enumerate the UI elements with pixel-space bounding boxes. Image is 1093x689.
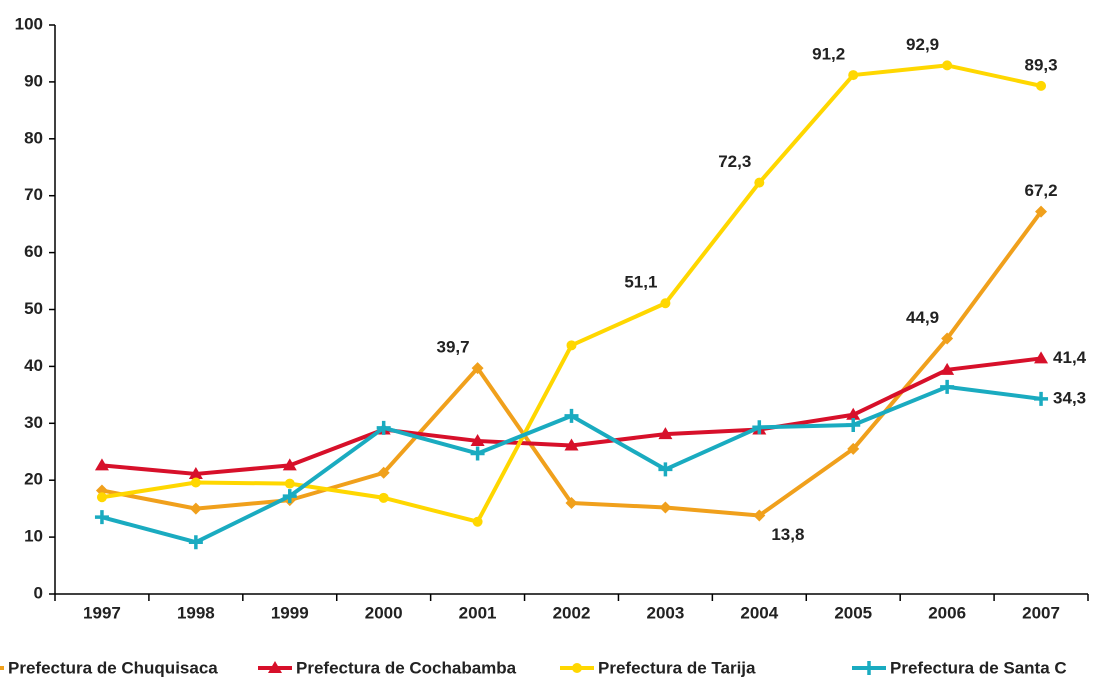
x-tick-label: 2006	[928, 603, 966, 622]
data-label: 91,2	[812, 45, 845, 64]
point	[847, 442, 860, 455]
point	[188, 535, 203, 550]
point	[378, 492, 389, 503]
point	[754, 177, 765, 188]
point	[846, 418, 861, 433]
point	[846, 407, 861, 420]
legend-label: Prefectura de Chuquisaca	[8, 658, 218, 677]
point	[377, 466, 390, 479]
legend-item: Prefectura de Chuquisaca	[0, 658, 218, 677]
legend-item: Prefectura de Santa C	[852, 658, 1067, 677]
x-tick-label: 1997	[83, 603, 121, 622]
point	[472, 516, 483, 527]
x-tick-label: 2003	[646, 603, 684, 622]
point	[753, 509, 766, 522]
point	[566, 340, 577, 351]
point	[282, 458, 297, 471]
y-tick-label: 60	[24, 242, 43, 261]
point	[471, 362, 484, 375]
y-tick-label: 100	[15, 14, 43, 33]
legend-item: Prefectura de Tarija	[560, 658, 756, 677]
legend-label: Prefectura de Santa C	[890, 658, 1067, 677]
y-tick-label: 50	[24, 299, 43, 318]
point	[1035, 205, 1048, 218]
data-label: 51,1	[624, 273, 657, 292]
y-tick-label: 0	[34, 583, 43, 602]
point	[658, 427, 673, 440]
point	[940, 362, 955, 375]
data-label: 39,7	[436, 338, 469, 357]
point	[470, 446, 485, 461]
legend-label: Prefectura de Cochabamba	[296, 658, 517, 677]
point	[941, 332, 954, 345]
point	[564, 408, 579, 423]
y-tick-label: 40	[24, 356, 43, 375]
point	[564, 438, 579, 451]
x-tick-label: 2007	[1022, 603, 1060, 622]
x-tick-label: 1998	[177, 603, 215, 622]
legend-marker	[572, 663, 582, 673]
point	[188, 466, 203, 479]
y-tick-label: 90	[24, 71, 43, 90]
point	[940, 379, 955, 394]
point	[659, 501, 672, 514]
legend-item: Prefectura de Cochabamba	[258, 658, 517, 677]
point	[658, 462, 673, 477]
x-tick-label: 2004	[740, 603, 778, 622]
data-label: 41,4	[1053, 348, 1087, 367]
legend-marker	[862, 661, 876, 675]
point	[284, 478, 295, 489]
data-label: 44,9	[906, 308, 939, 327]
point	[190, 477, 201, 488]
point	[470, 433, 485, 446]
y-tick-label: 10	[24, 527, 43, 546]
data-label: 13,8	[771, 525, 804, 544]
point	[189, 502, 202, 515]
series-line	[101, 63, 1042, 524]
data-label: 34,3	[1053, 388, 1086, 407]
x-tick-label: 1999	[271, 603, 309, 622]
data-label: 92,9	[906, 35, 939, 54]
point	[1034, 351, 1049, 364]
x-tick-label: 2000	[365, 603, 403, 622]
point	[282, 489, 297, 504]
point	[942, 60, 953, 71]
x-tick-label: 2002	[553, 603, 591, 622]
point	[96, 492, 107, 503]
legend-marker	[268, 661, 282, 673]
y-tick-label: 30	[24, 413, 43, 432]
data-label: 89,3	[1024, 55, 1057, 74]
point	[752, 420, 767, 435]
point	[94, 458, 109, 471]
x-tick-label: 2005	[834, 603, 872, 622]
data-label: 67,2	[1024, 181, 1057, 200]
point	[376, 420, 391, 435]
point	[565, 496, 578, 509]
x-tick-label: 2001	[459, 603, 497, 622]
y-tick-label: 20	[24, 470, 43, 489]
data-label: 72,3	[718, 152, 751, 171]
point	[1036, 80, 1047, 91]
point	[1034, 391, 1049, 406]
legend-label: Prefectura de Tarija	[598, 658, 756, 677]
y-tick-label: 70	[24, 185, 43, 204]
point	[660, 298, 671, 309]
point	[848, 70, 859, 81]
point	[94, 510, 109, 525]
y-tick-label: 80	[24, 128, 43, 147]
